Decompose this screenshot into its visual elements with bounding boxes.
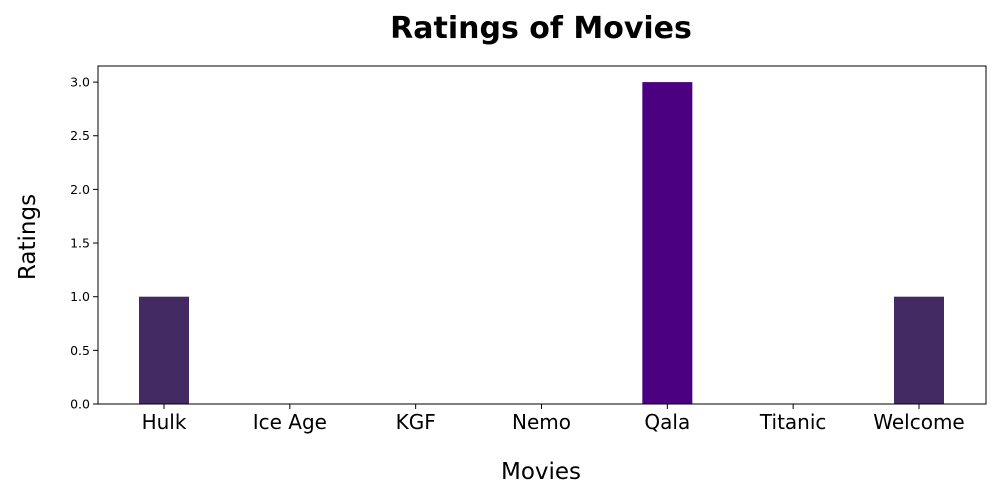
x-tick-label: Qala bbox=[644, 410, 690, 434]
y-tick-label: 2.5 bbox=[70, 128, 90, 143]
plot-frame bbox=[97, 65, 987, 405]
bar-qala bbox=[642, 82, 693, 404]
x-tick-label: Welcome bbox=[873, 410, 964, 434]
y-tick-label: 1.0 bbox=[70, 289, 90, 304]
x-tick-label: Titanic bbox=[759, 410, 826, 434]
y-tick-label: 3.0 bbox=[70, 75, 90, 90]
bars-group bbox=[139, 82, 944, 404]
x-tick-label: Ice Age bbox=[253, 410, 327, 434]
bar-hulk bbox=[139, 296, 189, 404]
y-tick-label: 1.5 bbox=[70, 236, 90, 251]
y-axis: 0.0 0.5 1.0 1.5 2.0 2.5 3.0 bbox=[70, 75, 98, 412]
x-axis: Hulk Ice Age KGF Nemo Qala Titanic Welcome bbox=[142, 404, 965, 434]
x-tick-label: Hulk bbox=[142, 410, 187, 434]
x-axis-label: Movies bbox=[501, 459, 581, 485]
y-axis-label: Ratings bbox=[15, 194, 41, 280]
y-tick-label: 2.0 bbox=[70, 182, 90, 197]
x-tick-label: KGF bbox=[396, 410, 436, 434]
y-tick-label: 0.0 bbox=[70, 397, 90, 412]
x-tick-label: Nemo bbox=[512, 410, 571, 434]
y-tick-label: 0.5 bbox=[70, 343, 90, 358]
chart-title: Ratings of Movies bbox=[390, 11, 692, 46]
bar-welcome bbox=[894, 296, 944, 404]
